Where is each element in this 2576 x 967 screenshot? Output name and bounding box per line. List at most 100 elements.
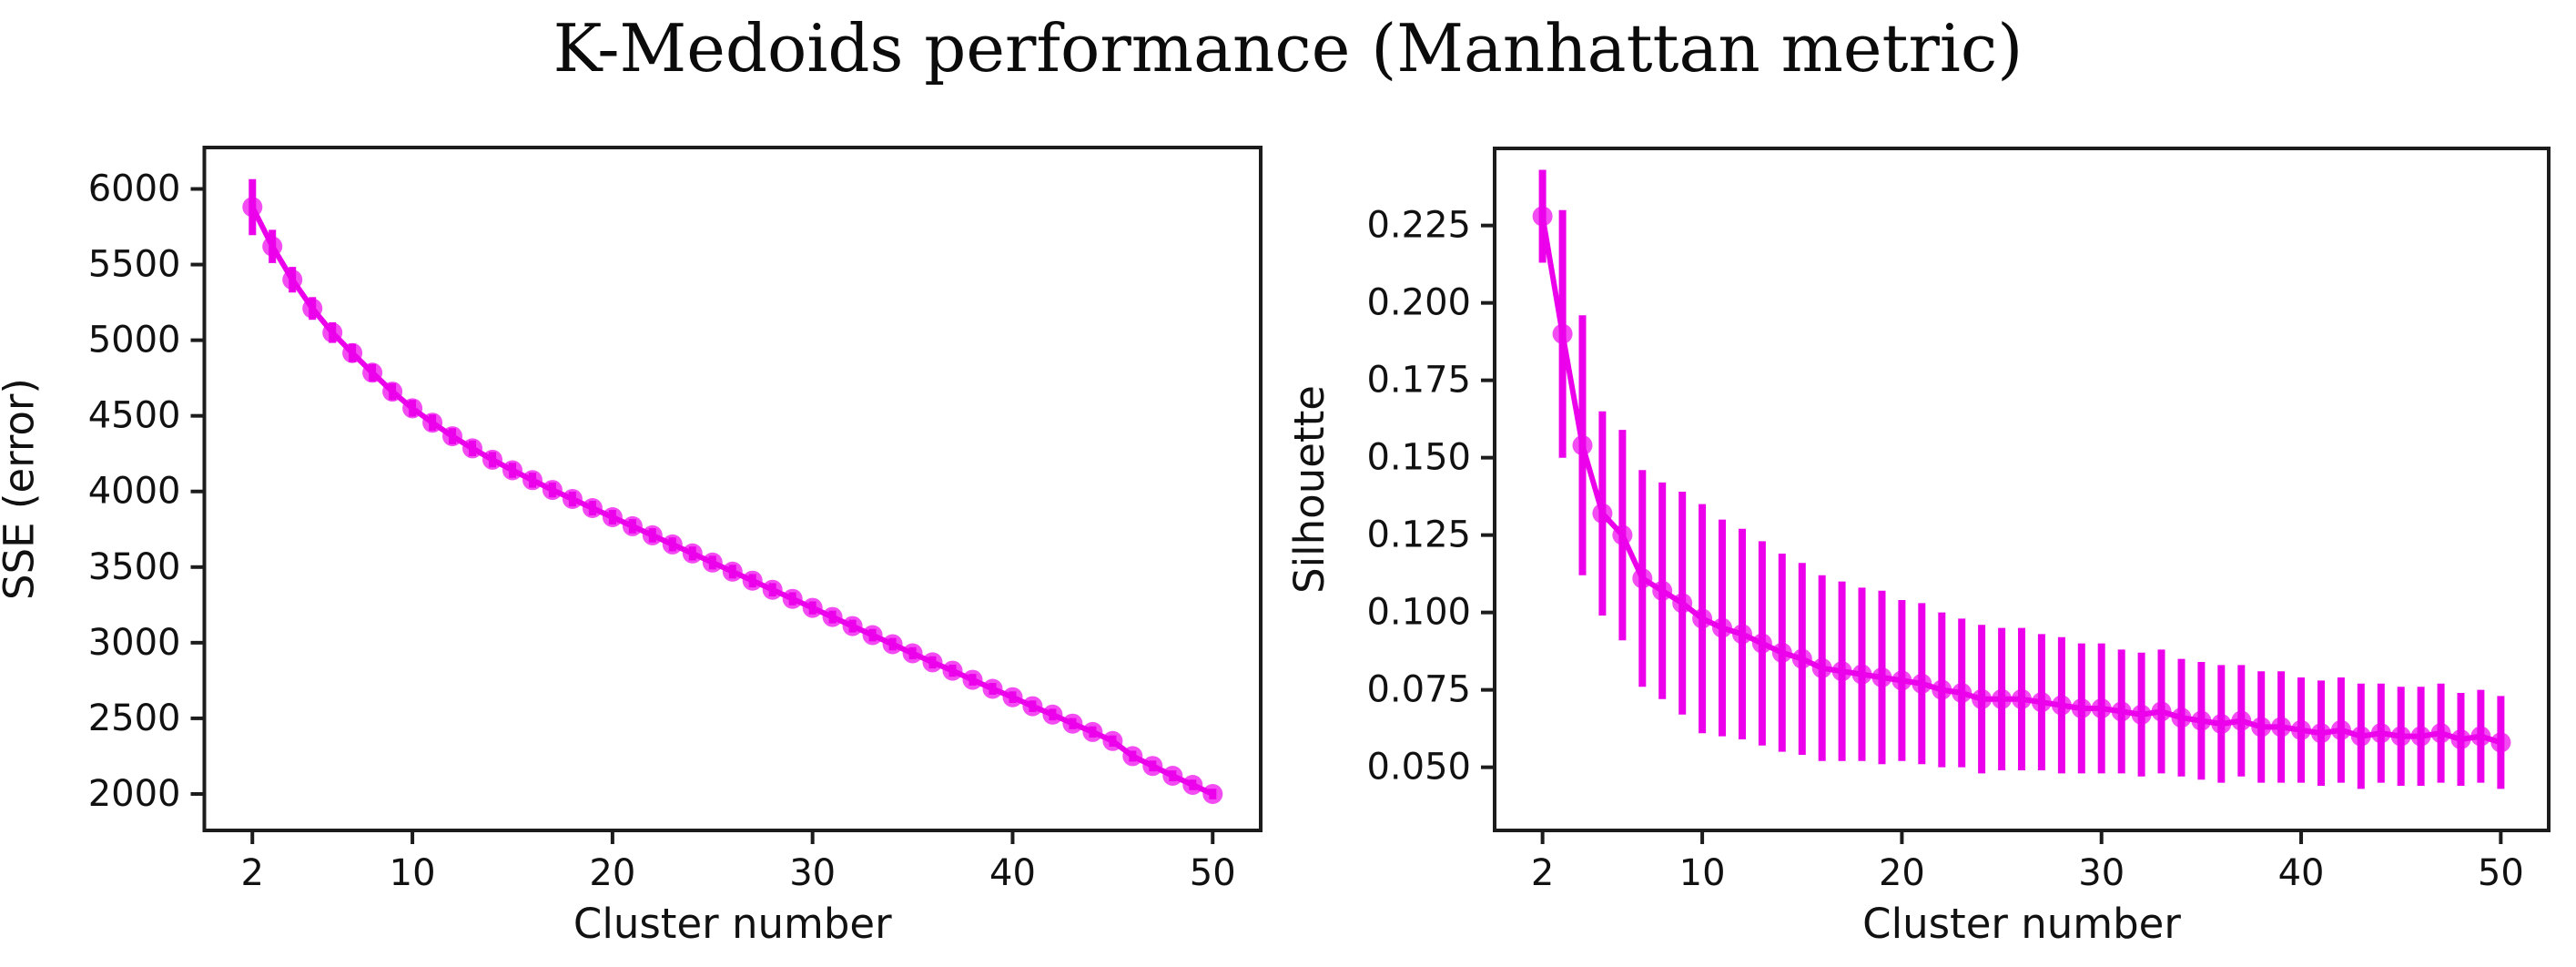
data-point-marker xyxy=(462,438,482,459)
y-tick-label: 0.100 xyxy=(1366,592,1471,634)
data-point-marker xyxy=(2111,701,2132,722)
data-point-marker xyxy=(742,570,763,591)
data-point-marker xyxy=(542,480,563,501)
x-tick-label: 30 xyxy=(789,852,836,894)
data-point-marker xyxy=(2091,698,2112,718)
data-point-marker xyxy=(1002,687,1023,707)
data-point-marker xyxy=(2330,719,2351,740)
data-point-marker xyxy=(922,652,943,673)
data-point-marker xyxy=(342,342,363,363)
data-point-marker xyxy=(722,561,743,582)
data-point-marker xyxy=(1632,568,1653,589)
data-point-marker xyxy=(902,643,923,664)
data-point-marker xyxy=(1122,746,1143,767)
silhouette-subplot: 2 10 20 30 40 50 0.050 0.075 0.100 0.125 0.150 0.17… xyxy=(1285,147,2551,948)
error-bars xyxy=(248,178,1217,799)
data-point-marker xyxy=(1912,673,1932,694)
data-point-marker xyxy=(822,606,843,627)
data-point-marker xyxy=(1572,435,1593,456)
data-point-marker xyxy=(802,597,823,618)
data-series-line xyxy=(249,206,1214,797)
data-point-marker xyxy=(2410,726,2431,747)
data-point-marker xyxy=(962,669,983,690)
y-tick-label: 2500 xyxy=(88,697,181,739)
y-tick-label: 0.050 xyxy=(1366,747,1471,789)
x-tick-label: 2 xyxy=(1531,852,1554,894)
data-point-marker xyxy=(1532,206,1553,227)
data-point-marker xyxy=(442,426,462,447)
data-point-marker xyxy=(1851,664,1872,685)
data-point-marker xyxy=(562,489,583,509)
data-point-marker xyxy=(1672,593,1693,614)
data-point-marker xyxy=(1732,624,1752,645)
data-point-marker xyxy=(2251,717,2272,738)
data-point-marker xyxy=(1042,704,1063,725)
data-point-marker xyxy=(2430,723,2451,744)
data-point-marker xyxy=(1791,648,1812,669)
y-tick-label: 3500 xyxy=(88,546,181,588)
data-point-marker xyxy=(662,534,683,555)
figure-title: K-Medoids performance (Manhattan metric) xyxy=(553,10,2023,87)
data-point-marker xyxy=(1891,670,1912,691)
data-point-marker xyxy=(1142,756,1163,777)
data-point-marker xyxy=(2131,704,2152,725)
data-point-marker xyxy=(2191,710,2212,731)
x-tick-label: 10 xyxy=(390,852,436,894)
data-point-marker xyxy=(2171,707,2192,728)
data-point-marker xyxy=(1592,503,1613,524)
data-point-marker xyxy=(1162,766,1183,786)
x-axis-label: Cluster number xyxy=(1862,900,2181,948)
data-point-marker xyxy=(1871,667,1892,687)
data-point-marker xyxy=(642,524,663,545)
y-tick-label: 3000 xyxy=(88,622,181,664)
data-point-marker xyxy=(2071,698,2092,718)
x-tick-label: 40 xyxy=(2278,852,2325,894)
data-point-marker xyxy=(582,498,603,518)
x-tick-label: 2 xyxy=(241,852,264,894)
x-tick-label: 30 xyxy=(2078,852,2125,894)
y-tick-label: 5000 xyxy=(88,320,181,361)
x-axis-ticks: 2 10 20 30 40 50 xyxy=(241,830,1236,894)
data-point-marker xyxy=(422,412,443,433)
data-point-marker xyxy=(1751,633,1772,654)
y-axis-label: Silhouette xyxy=(1285,385,1334,594)
data-point-marker xyxy=(1972,688,1993,709)
data-point-marker xyxy=(2151,701,2172,722)
data-point-marker xyxy=(2490,732,2511,753)
data-series-markers xyxy=(242,197,1223,804)
data-point-marker xyxy=(2051,695,2072,716)
data-point-marker xyxy=(862,625,883,646)
data-point-marker xyxy=(1932,679,1952,700)
data-point-marker xyxy=(2231,710,2252,731)
plot-frame xyxy=(202,146,1263,832)
x-tick-label: 10 xyxy=(1679,852,1726,894)
data-point-marker xyxy=(1652,580,1673,601)
data-point-marker xyxy=(2271,717,2292,738)
data-point-marker xyxy=(1552,323,1573,344)
data-point-marker xyxy=(602,507,623,527)
x-tick-label: 40 xyxy=(989,852,1036,894)
data-point-marker xyxy=(1102,730,1123,751)
y-tick-label: 6000 xyxy=(88,168,181,210)
data-point-marker xyxy=(262,236,283,257)
data-point-marker xyxy=(842,616,863,636)
x-axis-label: Cluster number xyxy=(573,900,892,948)
data-point-marker xyxy=(1771,642,1792,663)
data-point-marker xyxy=(782,588,803,609)
y-axis-label: SSE (error) xyxy=(0,378,44,600)
data-point-marker xyxy=(1712,617,1732,638)
data-point-marker xyxy=(1952,683,1973,703)
data-point-marker xyxy=(702,552,723,573)
data-point-marker xyxy=(1022,696,1043,717)
data-point-marker xyxy=(762,579,783,600)
data-point-marker xyxy=(242,197,263,218)
data-point-marker xyxy=(2211,714,2232,734)
data-point-marker xyxy=(2450,729,2471,749)
data-point-marker xyxy=(1811,657,1832,678)
plot-frame xyxy=(1493,147,2551,832)
data-point-marker xyxy=(1182,775,1203,795)
data-point-marker xyxy=(2350,726,2371,747)
data-point-marker xyxy=(882,634,903,655)
